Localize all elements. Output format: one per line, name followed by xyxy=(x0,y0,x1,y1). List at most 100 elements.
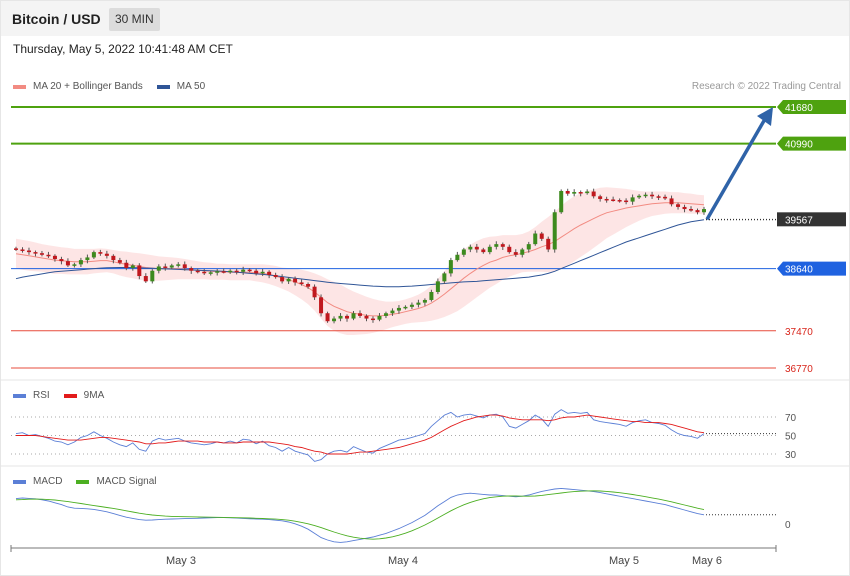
legend-label-ma20: MA 20 + Bollinger Bands xyxy=(33,81,143,92)
candle-body xyxy=(663,196,668,199)
candle-body xyxy=(481,249,486,253)
legend-swatch-ma50 xyxy=(156,84,170,89)
candle-body xyxy=(513,252,518,255)
candle-body xyxy=(676,204,681,207)
candle-body xyxy=(117,260,122,263)
resistance-tag xyxy=(777,136,846,151)
rsi-tick-label: 30 xyxy=(785,450,797,461)
candle-body xyxy=(702,209,706,213)
candle-body xyxy=(682,206,687,210)
candle-body xyxy=(487,246,492,253)
macd-legend: MACD MACD Signal xyxy=(13,476,170,487)
candle-body xyxy=(390,310,395,314)
legend-swatch-rsi-9ma xyxy=(63,393,77,398)
x-tick-label: May 6 xyxy=(692,555,722,567)
candle-body xyxy=(260,271,265,274)
candle-body xyxy=(617,200,622,202)
candle-body xyxy=(156,266,161,271)
candle-body xyxy=(286,278,291,282)
candle-body xyxy=(273,274,278,278)
rsi-legend: RSI 9MA xyxy=(13,390,118,401)
candle-body xyxy=(150,270,155,282)
candle-body xyxy=(351,313,356,319)
candle-body xyxy=(65,261,70,266)
candle-body xyxy=(20,249,25,251)
forecast-arrow-head xyxy=(757,107,773,126)
candle-body xyxy=(565,190,570,194)
x-tick-label: May 4 xyxy=(388,555,418,567)
candle-body xyxy=(14,248,18,250)
candle-body xyxy=(306,284,311,287)
candle-body xyxy=(598,196,603,199)
candle-body xyxy=(228,270,233,273)
candle-body xyxy=(643,194,648,197)
candle-body xyxy=(403,306,408,309)
candle-body xyxy=(52,255,57,260)
candle-body xyxy=(169,265,174,268)
macd-signal-line xyxy=(15,490,705,540)
candle-body xyxy=(111,255,116,261)
candle-body xyxy=(377,315,382,320)
legend-swatch-macd xyxy=(13,479,26,484)
resistance-tag xyxy=(777,100,846,114)
candle-body xyxy=(137,265,142,277)
candle-body xyxy=(293,278,298,283)
candle-body xyxy=(202,271,207,274)
timeframe-badge[interactable]: 30 MIN xyxy=(109,8,160,31)
candle-body xyxy=(85,257,90,261)
candle-body xyxy=(656,196,661,198)
candle-body xyxy=(552,212,557,250)
candle-body xyxy=(319,297,324,314)
candle-body xyxy=(591,191,596,197)
x-tick-label: May 5 xyxy=(609,555,639,567)
candle-body xyxy=(611,199,616,201)
candle-body xyxy=(46,254,51,257)
candle-body xyxy=(585,191,590,194)
candle-body xyxy=(234,270,239,273)
rsi-tick-label: 70 xyxy=(785,413,797,424)
candle-body xyxy=(338,315,343,319)
resistance-label: 41680 xyxy=(785,103,813,114)
candle-body xyxy=(325,313,330,322)
candle-body xyxy=(91,252,96,258)
candle-body xyxy=(630,197,635,202)
candle-body xyxy=(409,304,414,307)
candle-body xyxy=(312,286,317,298)
candle-body xyxy=(247,269,252,272)
candle-body xyxy=(474,246,479,250)
candle-body xyxy=(689,209,694,211)
candle-body xyxy=(520,249,525,255)
candle-body xyxy=(383,313,388,316)
instrument-title: Bitcoin / USD xyxy=(12,11,101,27)
support-label: 37470 xyxy=(785,327,813,338)
legend-label-macd-signal: MACD Signal xyxy=(96,476,157,487)
rsi-9ma-line xyxy=(16,414,705,455)
candle-body xyxy=(370,318,375,321)
candle-body xyxy=(280,277,285,282)
candle-body xyxy=(435,281,440,292)
candle-body xyxy=(189,268,194,271)
candle-body xyxy=(650,194,655,197)
current-price-label: 39567 xyxy=(785,215,813,226)
candle-body xyxy=(429,291,434,300)
timestamp: Thursday, May 5, 2022 10:41:48 AM CET xyxy=(13,42,233,56)
x-tick-label: May 3 xyxy=(166,555,196,567)
macd-line xyxy=(15,487,705,543)
candle-body xyxy=(422,299,427,303)
candle-body xyxy=(163,266,168,268)
candle-body xyxy=(416,302,421,305)
resistance-label: 40990 xyxy=(785,140,813,151)
candle-body xyxy=(195,270,200,273)
legend-label-macd: MACD xyxy=(33,476,63,487)
legend-label-ma50: MA 50 xyxy=(176,81,206,92)
candle-body xyxy=(448,260,453,274)
chart-header: Bitcoin / USD 30 MIN xyxy=(0,0,850,36)
candle-body xyxy=(98,252,103,254)
candle-body xyxy=(494,244,499,247)
legend-label-rsi-9ma: 9MA xyxy=(83,390,105,401)
candle-body xyxy=(143,276,148,282)
candle-body xyxy=(78,260,83,265)
ma50-line xyxy=(15,219,705,288)
credit-text: Research © 2022 Trading Central xyxy=(691,81,841,92)
